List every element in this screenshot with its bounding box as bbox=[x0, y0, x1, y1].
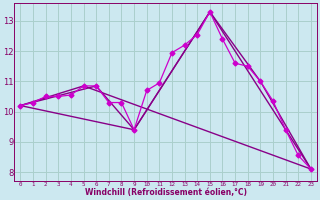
X-axis label: Windchill (Refroidissement éolien,°C): Windchill (Refroidissement éolien,°C) bbox=[85, 188, 247, 197]
